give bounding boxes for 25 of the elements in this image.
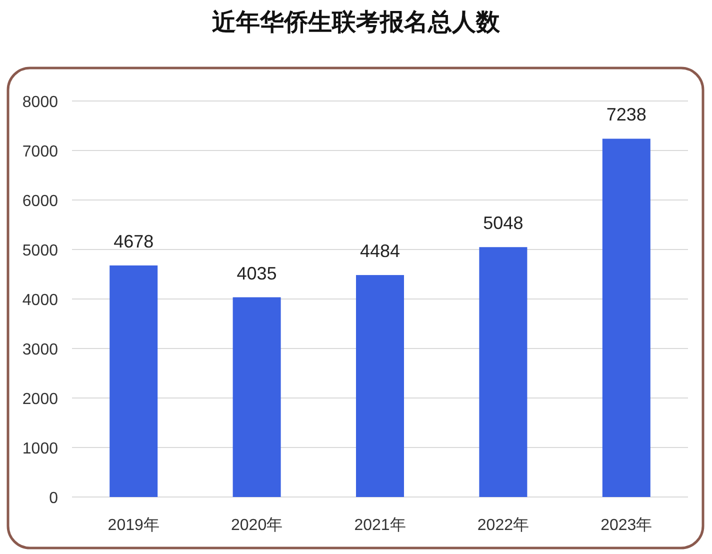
bar	[479, 247, 528, 497]
data-label: 4484	[360, 241, 400, 262]
data-label: 4678	[114, 231, 154, 252]
y-tick-label: 0	[49, 490, 58, 507]
bar	[110, 265, 158, 497]
y-tick-label: 8000	[22, 94, 58, 111]
data-label: 7238	[606, 104, 646, 125]
data-label: 4035	[236, 263, 277, 284]
bar	[232, 297, 281, 497]
x-tick-label: 2019年	[108, 517, 160, 534]
y-tick-label: 2000	[22, 391, 58, 408]
bar	[356, 275, 404, 497]
x-tick-label: 2021年	[354, 517, 406, 534]
x-tick-label: 2022年	[477, 517, 529, 534]
chart-title: 近年华侨生联考报名总人数	[212, 9, 501, 36]
y-tick-label: 5000	[22, 242, 58, 260]
data-label: 5048	[483, 213, 524, 234]
y-tick-label: 1000	[22, 440, 58, 458]
x-tick-label: 2023年	[600, 517, 652, 534]
y-tick-label: 3000	[22, 342, 58, 358]
y-tick-label: 6000	[22, 193, 58, 210]
y-tick-label: 4000	[22, 292, 58, 309]
y-tick-label: 7000	[22, 144, 58, 160]
bar	[602, 138, 650, 497]
x-tick-label: 2020年	[231, 517, 283, 534]
